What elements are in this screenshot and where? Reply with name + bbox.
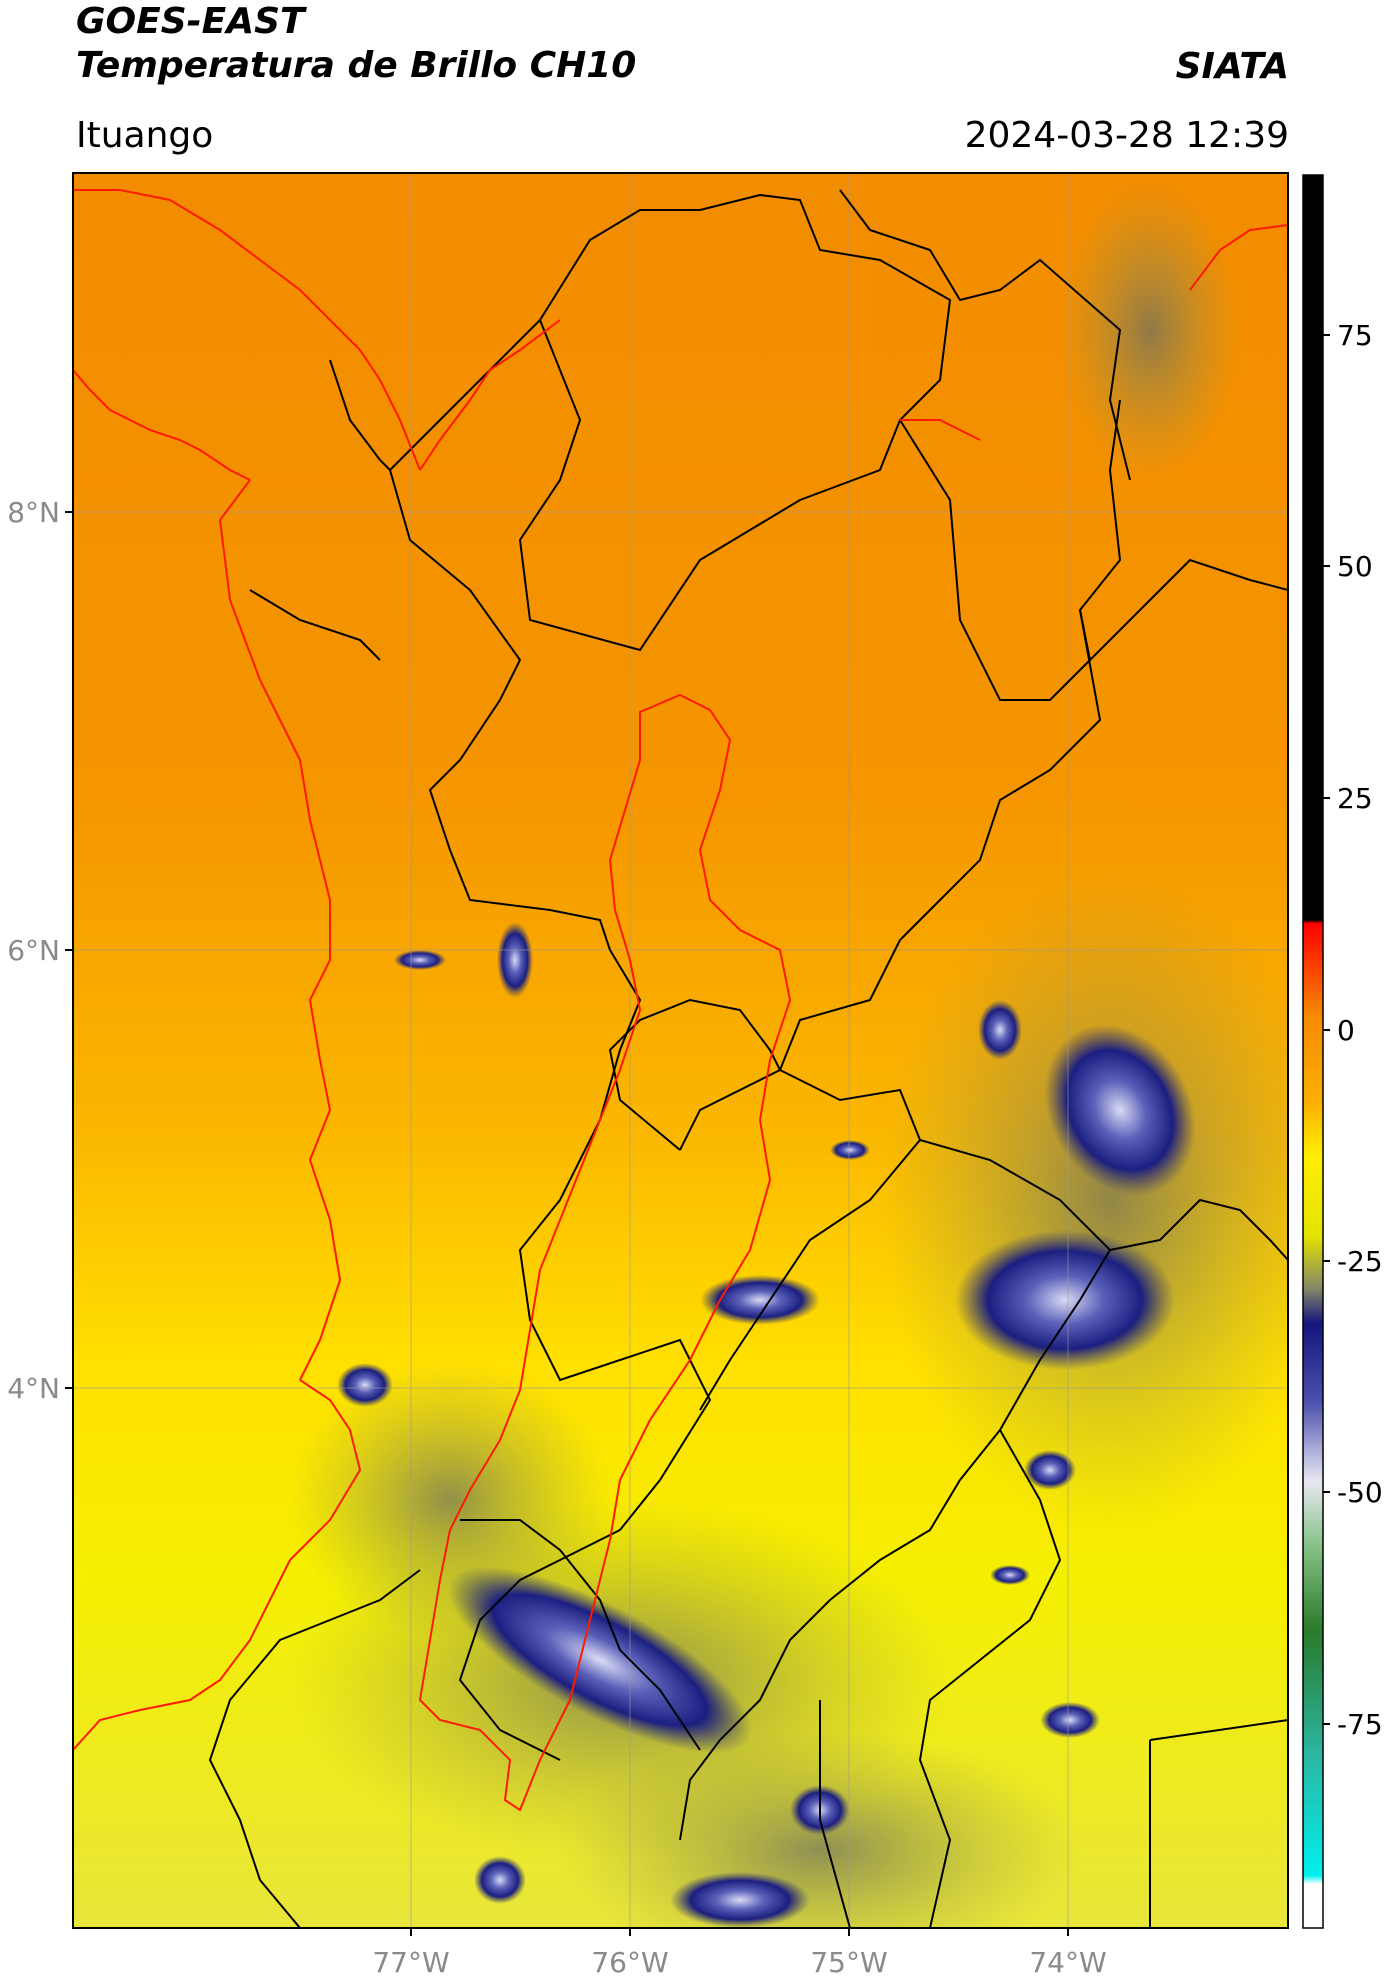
colorbar-tick-minus75: -75 [1337,1708,1383,1741]
coastline [73,189,1288,1751]
lat-label-4n: 4°N [7,1372,60,1405]
lon-label-77w: 77°W [372,1946,449,1979]
datetime-label: 2024-03-28 12:39 [964,115,1289,156]
lat-label-8n: 8°N [7,496,60,529]
colorbar-tick-0: 0 [1337,1014,1355,1047]
lon-label-75w: 75°W [810,1946,887,1979]
graticule [73,173,1288,1928]
colorbar-tick-50: 50 [1337,550,1373,583]
colorbar-tick-75: 75 [1337,319,1373,352]
colorbar-tick-25: 25 [1337,782,1373,815]
colorbar: 75 50 25 0 -25 -50 -75 [1302,174,1383,1929]
colorbar-tick-minus25: -25 [1337,1245,1383,1278]
product-title: Temperatura de Brillo CH10 [76,45,637,86]
ituango-basin-outline [418,693,792,1812]
brightness-temperature-field [73,173,1288,1928]
cloud-cells [337,922,1196,1928]
lon-label-74w: 74°W [1029,1946,1106,1979]
map-frame [72,172,1289,1929]
lat-label-6n: 6°N [7,934,60,967]
lon-label-76w: 76°W [591,1946,668,1979]
agency-label: SIATA [1175,46,1289,87]
region-label: Ituango [76,115,214,156]
colorbar-tick-minus50: -50 [1337,1476,1383,1509]
department-boundaries [208,189,1288,1928]
satellite-title: GOES-EAST [76,1,305,42]
axis-ticks [65,511,1069,1936]
